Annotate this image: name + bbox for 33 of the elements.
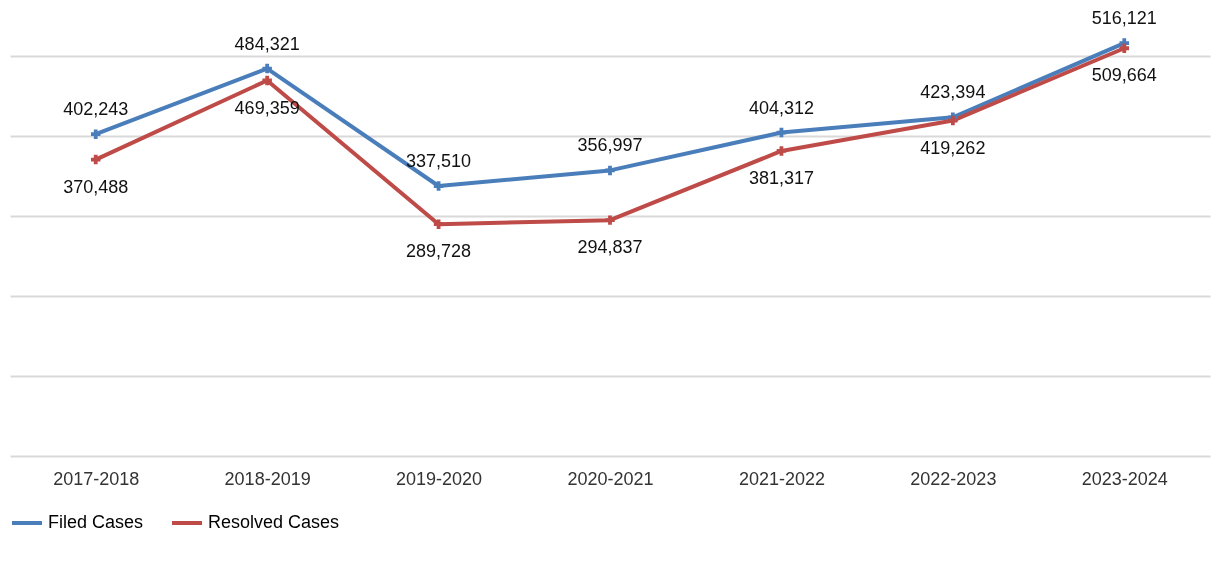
point: [776, 146, 787, 156]
data-label: 516,121: [1091, 8, 1157, 29]
data-label: 337,510: [406, 150, 472, 171]
data-label: 404,312: [748, 97, 814, 118]
x-tick-label: 2020-2021: [567, 468, 654, 489]
legend-label: Resolved Cases: [208, 512, 340, 532]
data-label: 294,837: [577, 237, 643, 258]
point: [90, 154, 101, 165]
data-label: 356,997: [577, 135, 643, 156]
point: [605, 215, 615, 225]
point: [262, 75, 272, 86]
x-tick-label: 2022-2023: [910, 468, 997, 489]
point: [90, 129, 101, 139]
data-label: 402,243: [63, 99, 129, 120]
x-tick-label: 2021-2022: [738, 468, 825, 489]
data-label: 419,262: [920, 137, 986, 158]
x-tick-label: 2019-2020: [396, 468, 483, 489]
x-tick-label: 2017-2018: [53, 468, 140, 489]
legend-label: Filed Cases: [48, 512, 144, 532]
data-label: 509,664: [1091, 65, 1157, 86]
x-tick-label: 2018-2019: [224, 468, 311, 489]
point: [433, 219, 444, 229]
point: [433, 181, 444, 191]
data-label: 289,728: [406, 241, 472, 262]
point: [1119, 43, 1130, 54]
data-label: 423,394: [920, 82, 986, 103]
data-label: 469,359: [234, 97, 300, 118]
data-label: 484,321: [234, 33, 300, 54]
point: [262, 63, 272, 74]
x-tick-label: 2023-2024: [1081, 468, 1168, 489]
data-label: 381,317: [748, 167, 814, 188]
point: [605, 165, 615, 176]
data-label: 370,488: [63, 176, 129, 197]
